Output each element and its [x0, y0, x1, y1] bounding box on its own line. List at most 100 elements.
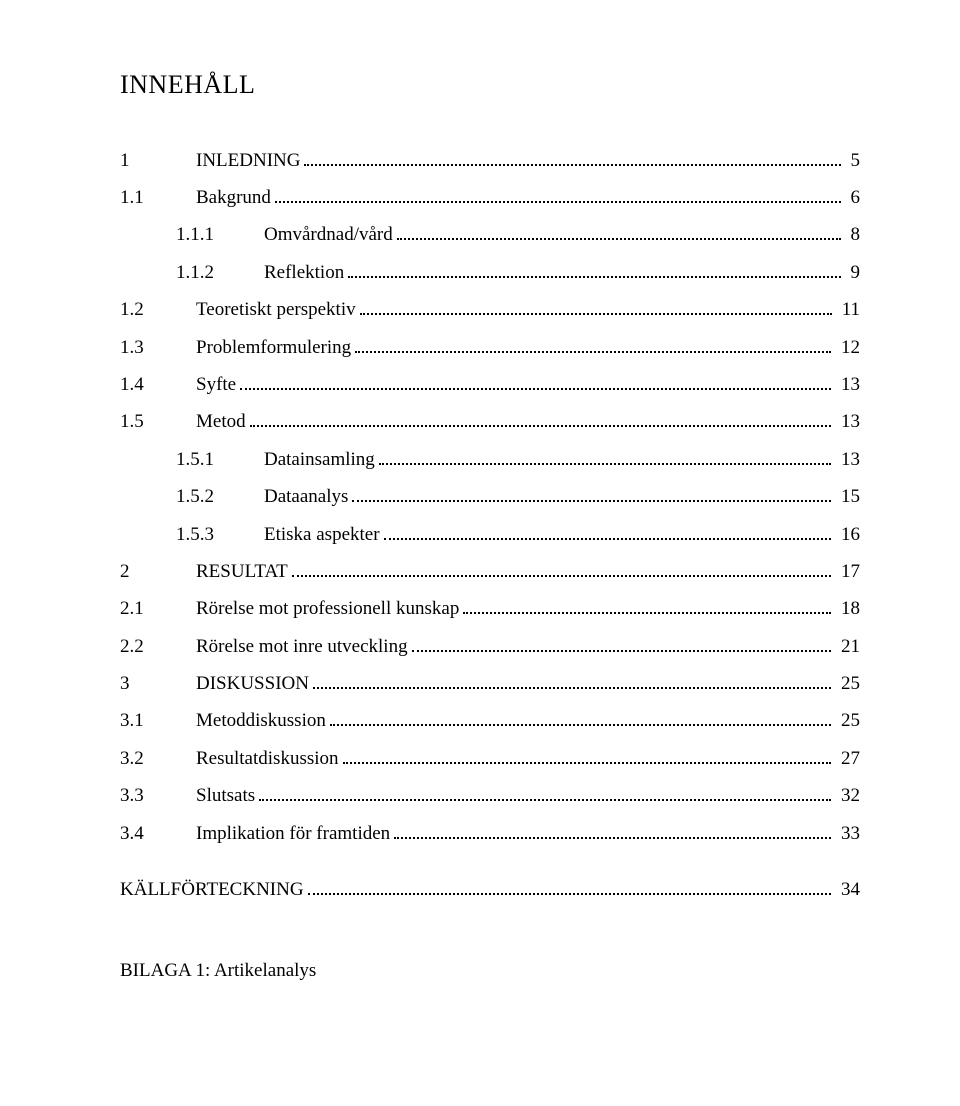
toc-entry: 2 RESULTAT 17 [120, 557, 860, 587]
toc-number: 1.1.2 [176, 258, 264, 288]
toc-page: 21 [835, 632, 860, 662]
toc-label: Syfte [196, 370, 236, 400]
spacer [120, 912, 860, 930]
toc-label: Rörelse mot inre utveckling [196, 632, 408, 662]
toc-label: Implikation för framtiden [196, 819, 390, 849]
toc-page: 25 [835, 669, 860, 699]
toc-leader [397, 221, 841, 240]
toc-leader [313, 670, 831, 689]
toc-label: Teoretiskt perspektiv [196, 295, 356, 325]
toc-page: 34 [835, 875, 860, 905]
toc-label: Rörelse mot professionell kunskap [196, 594, 459, 624]
toc-leader [463, 595, 831, 614]
toc-number: 1.1 [120, 183, 196, 213]
toc-leader [240, 371, 831, 390]
toc-page: 18 [835, 594, 860, 624]
toc-label: Slutsats [196, 781, 255, 811]
toc-label: Resultatdiskussion [196, 744, 339, 774]
toc-entry: 1.5 Metod 13 [120, 407, 860, 437]
toc-number: 3.3 [120, 781, 196, 811]
toc-label: Omvårdnad/vård [264, 220, 393, 250]
toc-leader [304, 147, 840, 166]
toc-number: 1.3 [120, 333, 196, 363]
table-of-contents: 1 INLEDNING 5 1.1 Bakgrund 6 1.1.1 Omvår… [120, 146, 860, 987]
toc-label: Datainsamling [264, 445, 375, 475]
toc-entry: 1.1 Bakgrund 6 [120, 183, 860, 213]
toc-number: 1.5.2 [176, 482, 264, 512]
toc-label: Etiska aspekter [264, 520, 380, 550]
toc-entry-appendix: BILAGA 1: Artikelanalys [120, 956, 860, 986]
toc-page: 16 [835, 520, 860, 550]
toc-entry: 1.5.3 Etiska aspekter 16 [176, 520, 860, 550]
toc-number: 2 [120, 557, 196, 587]
toc-entry: 1.3 Problemformulering 12 [120, 333, 860, 363]
toc-page: 13 [835, 445, 860, 475]
toc-leader [275, 184, 841, 203]
toc-number: 2.1 [120, 594, 196, 624]
toc-leader [343, 745, 831, 764]
toc-leader [259, 782, 831, 801]
toc-leader [308, 876, 831, 895]
toc-page: 13 [835, 407, 860, 437]
document-page: INNEHÅLL 1 INLEDNING 5 1.1 Bakgrund 6 1.… [0, 0, 960, 1054]
toc-entry: 2.1 Rörelse mot professionell kunskap 18 [120, 594, 860, 624]
toc-entry: 1 INLEDNING 5 [120, 146, 860, 176]
page-title: INNEHÅLL [120, 64, 860, 106]
toc-leader [352, 483, 831, 502]
toc-page: 17 [835, 557, 860, 587]
toc-label: DISKUSSION [196, 669, 309, 699]
toc-number: 1.5.3 [176, 520, 264, 550]
toc-page: 5 [845, 146, 861, 176]
toc-number: 2.2 [120, 632, 196, 662]
toc-leader [250, 408, 831, 427]
toc-label: Problemformulering [196, 333, 351, 363]
toc-page: 32 [835, 781, 860, 811]
toc-page: 9 [845, 258, 861, 288]
toc-entry: 3.2 Resultatdiskussion 27 [120, 744, 860, 774]
toc-page: 13 [835, 370, 860, 400]
toc-entry: 3 DISKUSSION 25 [120, 669, 860, 699]
toc-number: 3.1 [120, 706, 196, 736]
toc-leader [412, 633, 831, 652]
toc-number: 3.2 [120, 744, 196, 774]
toc-page: 15 [835, 482, 860, 512]
toc-number: 1.4 [120, 370, 196, 400]
toc-page: 27 [835, 744, 860, 774]
toc-page: 11 [836, 295, 860, 325]
toc-label: Metoddiskussion [196, 706, 326, 736]
toc-entry: 1.2 Teoretiskt perspektiv 11 [120, 295, 860, 325]
toc-leader [360, 296, 832, 315]
toc-leader [394, 820, 831, 839]
toc-page: 33 [835, 819, 860, 849]
toc-leader [292, 558, 831, 577]
toc-number: 1.5 [120, 407, 196, 437]
toc-number: 1.2 [120, 295, 196, 325]
toc-label: BILAGA 1: Artikelanalys [120, 956, 316, 986]
toc-label: INLEDNING [196, 146, 300, 176]
toc-entry: 1.5.2 Dataanalys 15 [176, 482, 860, 512]
toc-entry: 3.3 Slutsats 32 [120, 781, 860, 811]
toc-number: 3.4 [120, 819, 196, 849]
toc-entry: 1.1.2 Reflektion 9 [176, 258, 860, 288]
toc-page: 8 [845, 220, 861, 250]
toc-entry: 3.4 Implikation för framtiden 33 [120, 819, 860, 849]
toc-label: KÄLLFÖRTECKNING [120, 875, 304, 905]
toc-entry: 1.1.1 Omvårdnad/vård 8 [176, 220, 860, 250]
toc-entry: 3.1 Metoddiskussion 25 [120, 706, 860, 736]
toc-number: 3 [120, 669, 196, 699]
toc-entry: 1.5.1 Datainsamling 13 [176, 445, 860, 475]
toc-label: RESULTAT [196, 557, 288, 587]
toc-label: Dataanalys [264, 482, 348, 512]
toc-number: 1.1.1 [176, 220, 264, 250]
toc-label: Bakgrund [196, 183, 271, 213]
toc-leader [379, 446, 831, 465]
toc-page: 12 [835, 333, 860, 363]
toc-label: Reflektion [264, 258, 344, 288]
toc-leader [384, 520, 831, 539]
toc-leader [355, 333, 831, 352]
toc-entry: 2.2 Rörelse mot inre utveckling 21 [120, 632, 860, 662]
toc-page: 25 [835, 706, 860, 736]
toc-entry: 1.4 Syfte 13 [120, 370, 860, 400]
toc-page: 6 [845, 183, 861, 213]
toc-label: Metod [196, 407, 246, 437]
